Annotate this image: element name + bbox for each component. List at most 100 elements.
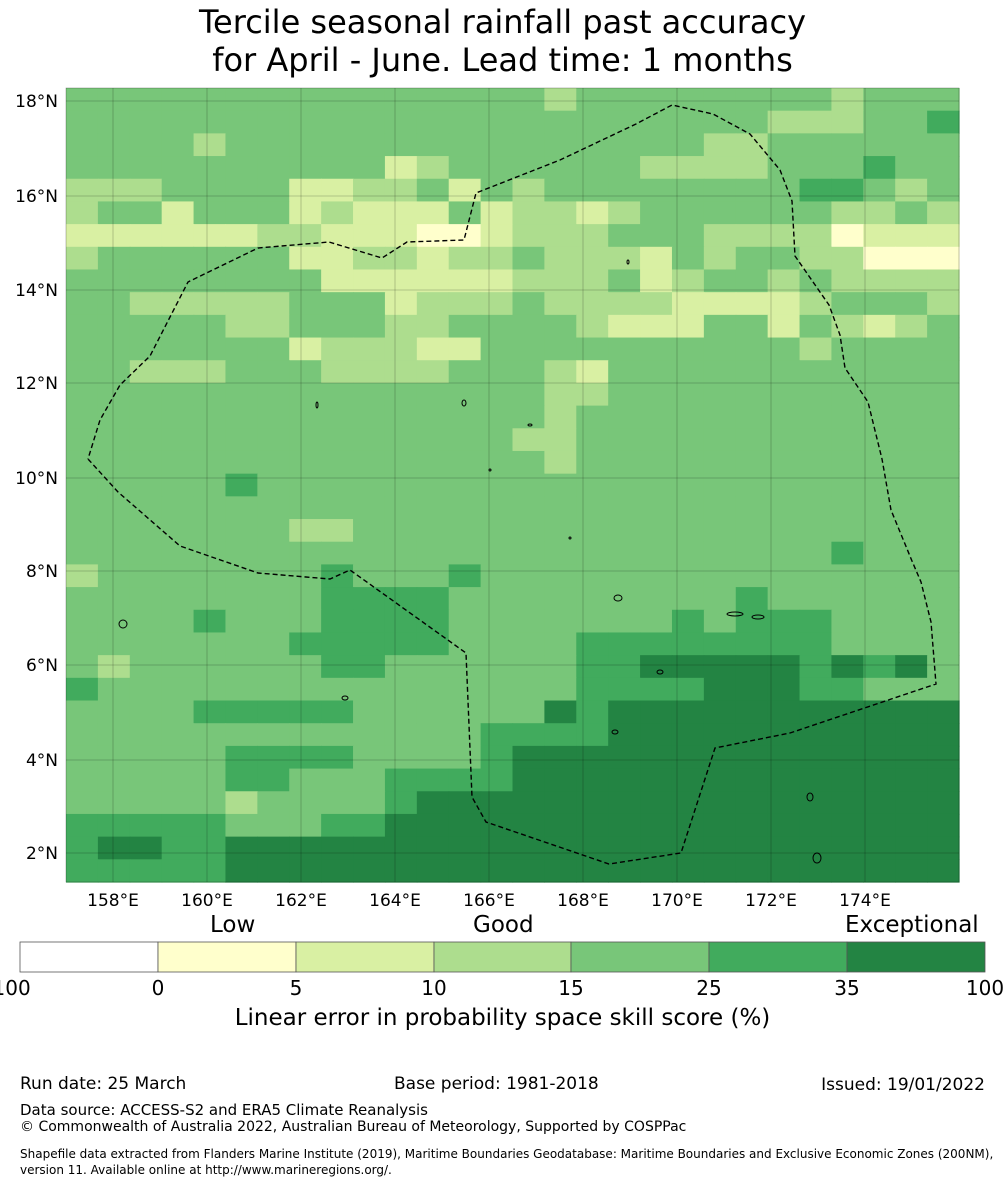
latitude-label: 10°N	[15, 469, 58, 489]
skill-cell	[161, 859, 195, 883]
skill-cell	[927, 269, 960, 293]
skill-cell	[735, 133, 769, 157]
skill-cell	[321, 813, 354, 838]
skill-cell	[512, 382, 545, 407]
skill-cell	[576, 496, 609, 520]
skill-cell	[576, 632, 609, 656]
skill-cell	[321, 450, 354, 475]
skill-cell	[448, 405, 482, 429]
skill-cell	[66, 337, 99, 361]
skill-cell	[289, 473, 322, 497]
skill-cell	[895, 632, 928, 656]
skill-cell	[97, 133, 131, 157]
skill-cell	[512, 609, 545, 634]
skill-cell	[927, 292, 960, 316]
skill-cell	[193, 859, 227, 883]
skill-cell	[321, 178, 354, 203]
skill-cell	[448, 110, 482, 134]
skill-cell	[703, 655, 737, 679]
skill-cell	[671, 677, 705, 702]
skill-cell	[448, 292, 482, 316]
skill-cell	[416, 587, 450, 611]
skill-cell	[384, 677, 418, 702]
skill-cell	[97, 836, 131, 860]
skill-cell	[799, 564, 833, 588]
skill-cell	[703, 382, 737, 407]
map-gridlines	[66, 88, 959, 882]
skill-cell	[863, 314, 896, 339]
skill-map-figure: 158°E 160°E 162°E 164°E 166°E 168°E 170°E 172°E…	[15, 87, 986, 973]
skill-cell	[193, 632, 227, 656]
skill-cell	[257, 133, 290, 157]
skill-cell	[289, 700, 322, 724]
map-frame	[65, 87, 960, 883]
skill-cell	[321, 587, 354, 611]
skill-cell	[863, 655, 896, 679]
skill-cell	[66, 609, 99, 634]
skill-cell	[97, 791, 131, 815]
skill-cell	[767, 836, 801, 860]
skill-cell	[480, 337, 514, 361]
skill-cell	[193, 201, 227, 225]
skill-cell	[927, 859, 960, 883]
skill-cell	[97, 723, 131, 747]
skill-cell	[225, 405, 258, 429]
skill-cell	[384, 609, 418, 634]
skill-cell	[895, 201, 928, 225]
skill-cell	[289, 791, 322, 815]
skill-cell	[480, 201, 514, 225]
skill-cell	[671, 292, 705, 316]
skill-cell	[863, 246, 896, 271]
skill-cell	[384, 473, 418, 497]
skill-cell	[257, 292, 290, 316]
skill-cell	[640, 813, 673, 838]
skill-cell	[799, 382, 833, 407]
skill-cell	[831, 564, 864, 588]
skill-cell	[161, 88, 195, 112]
skill-cell	[544, 405, 577, 429]
skill-cell	[384, 156, 418, 180]
skill-cell	[66, 768, 99, 792]
skill-cell	[576, 745, 609, 770]
skill-cell	[863, 836, 896, 860]
skill-cell	[353, 496, 386, 520]
skill-cell	[703, 587, 737, 611]
skill-cell	[384, 745, 418, 770]
skill-cell	[66, 224, 99, 248]
skill-cell	[671, 360, 705, 384]
skill-cell	[927, 337, 960, 361]
skill-cell	[321, 541, 354, 565]
skill-cell	[480, 360, 514, 384]
skill-cell	[289, 745, 322, 770]
skill-cell	[384, 269, 418, 293]
latitude-labels: 18°N 16°N 14°N 12°N 10°N 8°N 6°N 4°N 2°N	[15, 92, 58, 864]
skill-cell	[161, 496, 195, 520]
skill-cell	[512, 224, 545, 248]
skill-cell	[321, 110, 354, 134]
skill-cell	[66, 133, 99, 157]
skill-cell	[735, 473, 769, 497]
skill-cell	[831, 178, 864, 203]
skill-cell	[480, 110, 514, 134]
skill-cell	[193, 519, 227, 543]
skill-cell	[767, 269, 801, 293]
skill-cell	[703, 224, 737, 248]
skill-cell	[544, 836, 577, 860]
skill-cell	[544, 541, 577, 565]
skill-cell	[576, 428, 609, 452]
skill-cell	[735, 541, 769, 565]
skill-cell	[193, 314, 227, 339]
skill-cell	[608, 201, 641, 225]
skill-cell	[97, 178, 131, 203]
skill-cell	[640, 519, 673, 543]
skill-cell	[544, 269, 577, 293]
island-outline	[118, 619, 128, 629]
skill-cell	[831, 450, 864, 475]
skill-cell	[831, 382, 864, 407]
skill-cell	[448, 382, 482, 407]
skill-cell	[512, 269, 545, 293]
skill-cell	[416, 428, 450, 452]
skill-cell	[448, 428, 482, 452]
skill-cell	[767, 224, 801, 248]
skill-cell	[97, 337, 131, 361]
